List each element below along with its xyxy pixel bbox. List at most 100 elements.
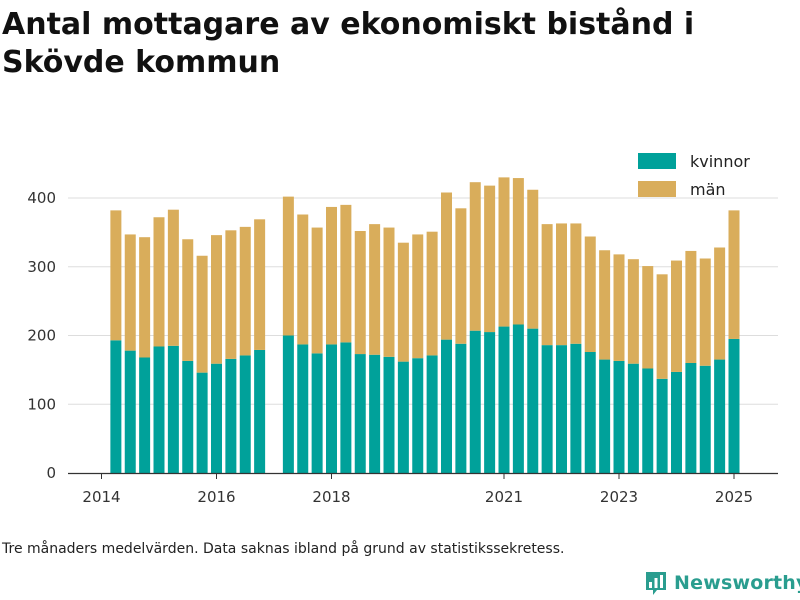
bar-man [196, 255, 208, 373]
bar-kvinnor [124, 350, 136, 473]
bar-kvinnor [397, 361, 409, 473]
x-tick-label: 2025 [715, 488, 753, 506]
bar-kvinnor [728, 338, 740, 473]
bar-kvinnor [642, 368, 654, 473]
bar-man [642, 266, 654, 369]
bar-man [383, 227, 395, 357]
bar-kvinnor [699, 365, 711, 473]
chart-title: Antal mottagare av ekonomiskt bistånd i … [2, 7, 695, 80]
bar-man [599, 250, 611, 360]
bar-man [498, 177, 510, 327]
bar-man [297, 214, 309, 345]
bar-man [110, 210, 122, 341]
brand-name: Newsworthy [674, 572, 800, 594]
bar-man [541, 224, 553, 346]
bar-man [412, 234, 424, 359]
bar-kvinnor [441, 339, 452, 473]
bar-kvinnor [512, 324, 524, 473]
bar-man [124, 234, 136, 351]
bar-kvinnor [455, 343, 467, 473]
x-tick-label: 2016 [197, 488, 235, 506]
bar-man [326, 206, 337, 345]
bar-man [699, 258, 711, 366]
x-tick-label: 2021 [485, 488, 523, 506]
bar-kvinnor [556, 345, 567, 473]
x-tick-label: 2018 [312, 488, 350, 506]
bar-man [728, 210, 740, 339]
y-tick-label: 200 [27, 327, 56, 345]
bar-man [182, 239, 194, 361]
bar-kvinnor [469, 330, 481, 473]
bar-kvinnor [685, 363, 697, 473]
bar-man [484, 185, 496, 333]
bar-kvinnor [627, 363, 639, 473]
bar-kvinnor [671, 371, 682, 473]
bar-man [556, 223, 567, 346]
axes: 0 100 200 300 400 2014 2016 2018 2021 2023 2025 [27, 189, 778, 506]
bar-kvinnor [311, 353, 323, 473]
bar-kvinnor [153, 346, 165, 473]
bars [110, 177, 740, 473]
bar-man [369, 224, 381, 355]
legend-swatch-man [638, 181, 676, 197]
bar-man [254, 219, 266, 350]
bar-kvinnor [167, 345, 179, 473]
bar-man [340, 204, 352, 343]
y-tick-label: 0 [46, 464, 56, 482]
bar-kvinnor [211, 363, 222, 473]
y-tick-label: 400 [27, 189, 56, 207]
bar-man [671, 260, 682, 372]
newsworthy-chart-logo-icon [646, 572, 666, 595]
bar-kvinnor [613, 360, 625, 473]
bar-kvinnor [239, 355, 251, 473]
legend-label-man: män [690, 180, 726, 199]
bar-kvinnor [527, 328, 539, 473]
bar-kvinnor [182, 360, 194, 473]
y-tick-label: 300 [27, 258, 56, 276]
bar-man [627, 259, 639, 364]
bar-kvinnor [340, 342, 352, 473]
bar-kvinnor [426, 355, 438, 473]
bar-kvinnor [369, 354, 381, 473]
bar-kvinnor [498, 326, 510, 473]
bar-kvinnor [326, 344, 337, 473]
bar-man [685, 250, 697, 363]
bar-kvinnor [599, 359, 611, 473]
bar-man [512, 178, 524, 325]
bar-man [441, 192, 452, 340]
bar-man [153, 217, 165, 347]
bar-man [167, 209, 179, 346]
bar-man [714, 247, 726, 360]
bar-kvinnor [570, 343, 582, 473]
bar-man [613, 254, 625, 361]
x-tick-label: 2014 [82, 488, 120, 506]
bar-man [354, 231, 366, 355]
bar-man [311, 227, 323, 354]
bar-kvinnor [297, 344, 309, 473]
bar-kvinnor [383, 356, 395, 473]
legend-swatch-kvinnor [638, 153, 676, 169]
legend: kvinnor män [638, 152, 750, 199]
bar-kvinnor [225, 358, 237, 473]
bar-man [239, 226, 251, 356]
bar-kvinnor [412, 358, 424, 473]
bar-kvinnor [139, 357, 151, 473]
bar-man [469, 182, 481, 331]
bar-man [225, 230, 237, 359]
bar-kvinnor [254, 349, 266, 473]
bar-man [455, 208, 467, 344]
bar-kvinnor [714, 359, 726, 473]
bar-man [397, 242, 409, 362]
bar-kvinnor [354, 354, 366, 473]
bar-man [584, 236, 596, 352]
x-tick-label: 2023 [600, 488, 638, 506]
bar-man [527, 189, 539, 329]
bar-man [656, 274, 668, 379]
bar-man [139, 237, 151, 358]
bar-kvinnor [484, 332, 496, 473]
bar-kvinnor [541, 345, 553, 473]
bar-kvinnor [656, 378, 668, 473]
footnote: Tre månaders medelvärden. Data saknas ib… [2, 541, 565, 557]
bar-kvinnor [110, 340, 122, 473]
